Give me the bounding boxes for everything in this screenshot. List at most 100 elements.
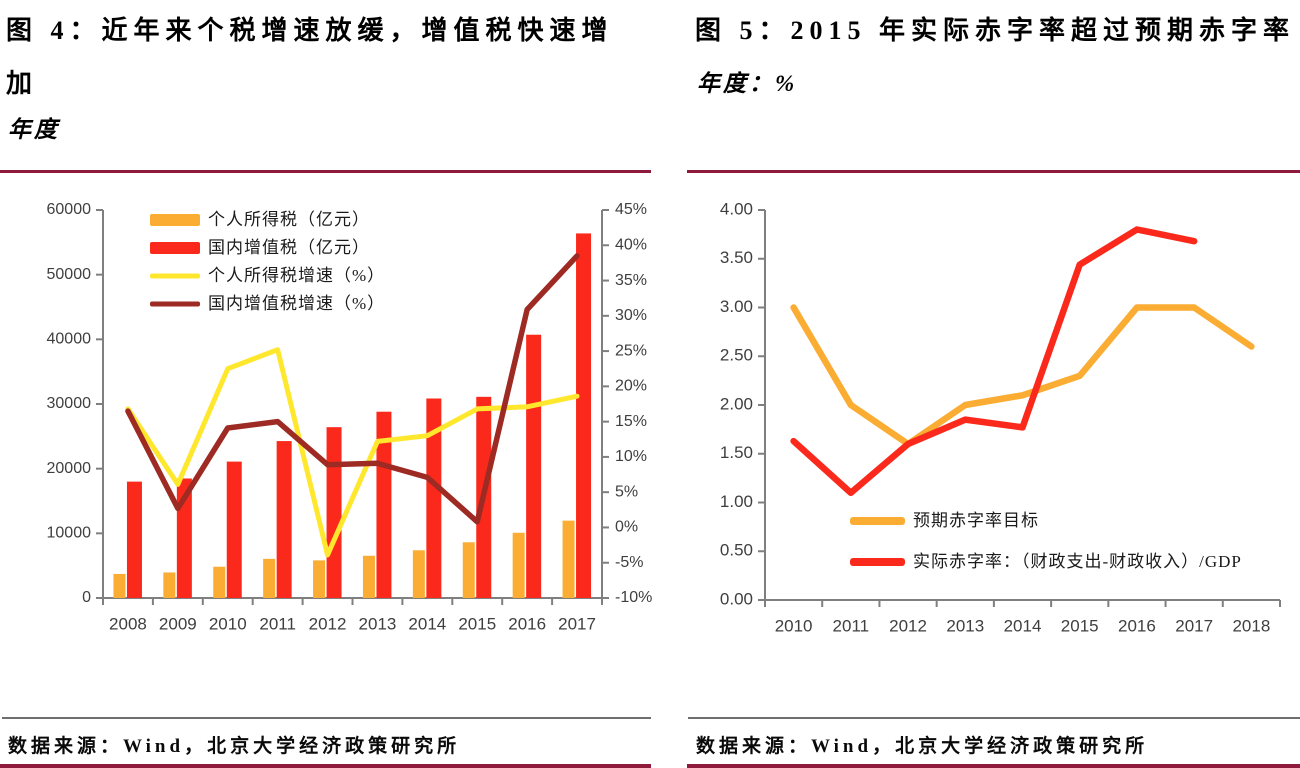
- fig4-chart: 0 10000 20000 30000 40000 50000 60000 -10% -5% 0%…: [47, 201, 653, 633]
- fig5-y-tick-label: 2.00: [720, 394, 753, 413]
- fig4-source: 数据来源：Wind，北京大学经济政策研究所: [8, 736, 461, 757]
- fig4-left-axis-tick-label: 20000: [47, 460, 92, 477]
- fig4-left-axis-tick-label: 30000: [47, 395, 92, 412]
- fig4-x-tick-label: 2008: [109, 614, 147, 633]
- fig4-left-axis-tick-label: 50000: [47, 266, 92, 283]
- fig4-right-axis-tick-label: 25%: [615, 342, 647, 359]
- fig5-bottom-separator: [687, 764, 1300, 768]
- fig4-x-tick-label: 2017: [558, 614, 596, 633]
- fig4-bar: [576, 233, 592, 598]
- fig4-bar: [562, 520, 575, 598]
- fig4-right-axis-tick-label: -10%: [615, 589, 652, 606]
- fig4-left-axis-tick-label: 60000: [47, 201, 92, 218]
- fig5-x-tick-label: 2016: [1118, 616, 1156, 635]
- fig4-right-axis-tick-label: 0%: [615, 519, 638, 536]
- fig4-right-axis-tick-label: 10%: [615, 448, 647, 465]
- fig5-y-tick-label: 1.50: [720, 443, 753, 462]
- fig5-x-tick-label: 2011: [833, 616, 870, 635]
- fig4-right-axis-tick-label: 30%: [615, 307, 647, 324]
- fig5-y-tick-label: 4.00: [720, 199, 753, 218]
- fig4-right-axis-tick-label: 5%: [615, 483, 638, 500]
- fig4-right-axis-tick-label: 45%: [615, 201, 647, 218]
- fig4-bar: [526, 334, 542, 598]
- fig4-legend-swatch: [150, 214, 200, 226]
- fig4-legend-swatch: [150, 242, 200, 254]
- fig4-top-separator: [0, 170, 651, 173]
- fig4-title: 图 4：近年来个税增速放缓，增值税快速增 加: [6, 4, 654, 110]
- fig4-left-axis-tick-label: 40000: [47, 331, 92, 348]
- fig4-legend-label: 国内增值税增速（%）: [208, 294, 385, 313]
- fig4-bar: [376, 411, 392, 598]
- fig5-y-tick-label: 3.00: [720, 297, 753, 316]
- fig5-legend-label: 实际赤字率：（财政支出-财政收入）/GDP: [913, 552, 1242, 571]
- fig4-left-axis-tick-label: 0: [82, 589, 91, 606]
- fig4-legend-label: 国内增值税（亿元）: [208, 238, 370, 257]
- fig4-x-tick-label: 2010: [209, 614, 247, 633]
- fig5-title-line1: 图 5：2015 年实际赤字率超过预期赤字率: [695, 16, 1296, 45]
- fig4-legend-label: 个人所得税增速（%）: [208, 266, 385, 285]
- fig4-bar: [326, 427, 342, 598]
- fig5-x-tick-label: 2014: [1004, 616, 1042, 635]
- fig4-bar: [126, 481, 142, 598]
- fig5-axes: [758, 209, 1281, 607]
- fig4-legend-swatch: [150, 301, 200, 307]
- fig4-x-tick-label: 2016: [508, 614, 546, 633]
- fig4-legend-swatch: [150, 273, 200, 279]
- fig4-right-axis-tick-label: 20%: [615, 378, 647, 395]
- fig5-line-series-0: [790, 304, 1255, 448]
- fig4-right-axis-tick-label: 35%: [615, 272, 647, 289]
- fig4-x-tick-label: 2009: [159, 614, 197, 633]
- fig4-x-tick-label: 2012: [309, 614, 347, 633]
- fig5-top-separator: [687, 170, 1300, 173]
- fig5-source-separator: [688, 717, 1300, 719]
- fig5-y-tick-label: 0.50: [720, 541, 753, 560]
- fig5-y-tick-label: 0.00: [720, 589, 753, 608]
- fig4-x-tick-label: 2013: [359, 614, 397, 633]
- fig4-title-line2: 加: [6, 69, 39, 98]
- fig4-bars-series-0: [113, 520, 575, 598]
- fig4-line-series-1: [125, 253, 580, 525]
- fig5-x-tick-label: 2017: [1175, 616, 1213, 635]
- fig4-bar: [512, 532, 525, 598]
- fig5-line-series-1: [790, 226, 1198, 497]
- fig4-title-line1: 图 4：近年来个税增速放缓，增值税快速增: [6, 16, 614, 45]
- fig4-bar: [113, 573, 126, 598]
- fig4-left-axis-tick-label: 10000: [47, 525, 92, 542]
- fig4-x-tick-label: 2015: [458, 614, 496, 633]
- fig4-bar: [426, 398, 442, 598]
- fig5-subtitle: 年度：%: [697, 71, 798, 96]
- fig5-y-tick-label: 2.50: [720, 346, 753, 365]
- fig4-legend-label: 个人所得税（亿元）: [208, 210, 370, 229]
- fig4-x-tick-label: 2011: [259, 614, 296, 633]
- fig5-legend-swatch: [850, 558, 905, 566]
- fig4-bar: [313, 560, 326, 598]
- fig4-source-separator: [2, 717, 651, 719]
- fig5-legend-label: 预期赤字率目标: [913, 511, 1039, 530]
- fig4-bottom-separator: [0, 764, 651, 768]
- fig5-y-tick-label: 3.50: [720, 248, 753, 267]
- fig4-subtitle: 年度: [8, 117, 60, 142]
- fig5-x-tick-label: 2015: [1061, 616, 1099, 635]
- fig5-title: 图 5：2015 年实际赤字率超过预期赤字率: [695, 4, 1300, 57]
- fig4-bar: [163, 572, 176, 598]
- fig5-x-tick-label: 2018: [1232, 616, 1270, 635]
- fig5-y-tick-label: 1.00: [720, 492, 753, 511]
- fig4-right-axis-tick-label: 15%: [615, 413, 647, 430]
- fig4-x-tick-label: 2014: [408, 614, 446, 633]
- fig4-legend: 个人所得税（亿元） 国内增值税（亿元） 个人所得税增速（%） 国内增值税增速（%）: [150, 210, 385, 313]
- fig5-legend-swatch: [850, 517, 905, 525]
- fig4-bar: [226, 461, 242, 598]
- fig5-chart: 0.00 0.50 1.00 1.50 2.00 2.50 3.00 3.50 4.00 2010…: [720, 199, 1281, 635]
- fig5-x-tick-label: 2013: [946, 616, 984, 635]
- fig4-bars-series-1: [126, 233, 592, 598]
- fig5-x-tick-label: 2012: [889, 616, 927, 635]
- fig4-bar: [263, 558, 276, 598]
- fig4-bar: [276, 441, 292, 598]
- fig4-right-axis-tick-label: 40%: [615, 236, 647, 253]
- fig4-bar: [412, 550, 425, 598]
- fig4-bar: [362, 555, 375, 598]
- fig5-source: 数据来源：Wind，北京大学经济政策研究所: [696, 736, 1149, 757]
- fig4-bar: [462, 542, 475, 598]
